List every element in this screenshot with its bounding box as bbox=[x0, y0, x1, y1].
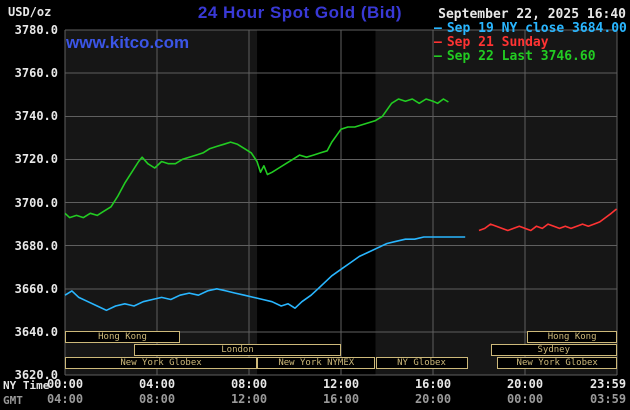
gmt-tick-label: 08:00 bbox=[138, 392, 176, 406]
session-new-york-globex: New York Globex bbox=[497, 357, 617, 369]
gmt-tick-label: 20:00 bbox=[414, 392, 452, 406]
y-axis-unit: USD/oz bbox=[8, 5, 52, 19]
session-ny-globex: NY Globex bbox=[375, 357, 468, 369]
ny-time-tick-label: 12:00 bbox=[322, 377, 360, 391]
legend-label: Sep 19 NY close 3684.00 bbox=[446, 21, 627, 36]
legend-item: – Sep 21 Sunday bbox=[434, 36, 627, 50]
session-new-york-nymex: New York NYMEX bbox=[257, 357, 376, 369]
session-sydney: Sydney bbox=[490, 344, 617, 356]
chart-title: 24 Hour Spot Gold (Bid) bbox=[197, 3, 403, 22]
gmt-axis-label: GMT bbox=[3, 394, 23, 407]
y-tick-label: 3780.0 bbox=[14, 23, 58, 37]
kitco-link[interactable]: www.kitco.com bbox=[66, 33, 190, 52]
session-hong-kong: Hong Kong bbox=[527, 331, 617, 343]
ny-time-tick-label: 23:59 bbox=[589, 377, 627, 391]
y-tick-label: 3620.0 bbox=[14, 368, 58, 382]
y-tick-label: 3720.0 bbox=[14, 152, 58, 167]
y-tick-label: 3680.0 bbox=[14, 238, 58, 253]
session-new-york-globex: New York Globex bbox=[65, 357, 258, 369]
ny-time-tick-label: 00:00 bbox=[46, 377, 84, 391]
legend-item: – Sep 19 NY close 3684.00 bbox=[434, 22, 627, 36]
session-london: London bbox=[134, 344, 341, 356]
ny-time-tick-label: 20:00 bbox=[506, 377, 544, 391]
gmt-tick-label: 03:59 bbox=[589, 392, 627, 406]
y-tick-label: 3660.0 bbox=[14, 281, 58, 296]
ny-time-tick-label: 16:00 bbox=[414, 377, 452, 391]
gmt-tick-label: 12:00 bbox=[230, 392, 268, 406]
legend-item: – Sep 22 Last 3746.60 bbox=[434, 50, 627, 64]
legend-line-swatch-icon: – bbox=[434, 49, 442, 64]
ny-time-tick-label: 08:00 bbox=[230, 377, 268, 391]
gmt-tick-label: 04:00 bbox=[46, 392, 84, 406]
timestamp: September 22, 2025 16:40 bbox=[438, 7, 626, 22]
legend-line-swatch-icon: – bbox=[434, 21, 442, 36]
y-tick-label: 3640.0 bbox=[14, 324, 58, 339]
session-hong-kong: Hong Kong bbox=[65, 331, 180, 343]
series-sep22 bbox=[64, 98, 449, 219]
ny-time-axis-label: NY Time bbox=[3, 379, 50, 392]
legend: – Sep 19 NY close 3684.00– Sep 21 Sunday – S… bbox=[434, 22, 627, 64]
legend-line-swatch-icon: – bbox=[434, 35, 442, 50]
y-tick-label: 3740.0 bbox=[14, 109, 58, 124]
series-sep19 bbox=[64, 236, 466, 312]
series-sep21 bbox=[478, 208, 618, 232]
gmt-tick-label: 16:00 bbox=[322, 392, 360, 406]
legend-label: Sep 21 Sunday bbox=[446, 35, 549, 50]
gridlines bbox=[64, 29, 618, 376]
ny-time-tick-label: 04:00 bbox=[138, 377, 176, 391]
y-tick-label: 3760.0 bbox=[14, 66, 58, 81]
y-tick-label: 3700.0 bbox=[14, 195, 58, 210]
gmt-tick-label: 00:00 bbox=[506, 392, 544, 406]
legend-label: Sep 22 Last 3746.60 bbox=[446, 49, 596, 64]
